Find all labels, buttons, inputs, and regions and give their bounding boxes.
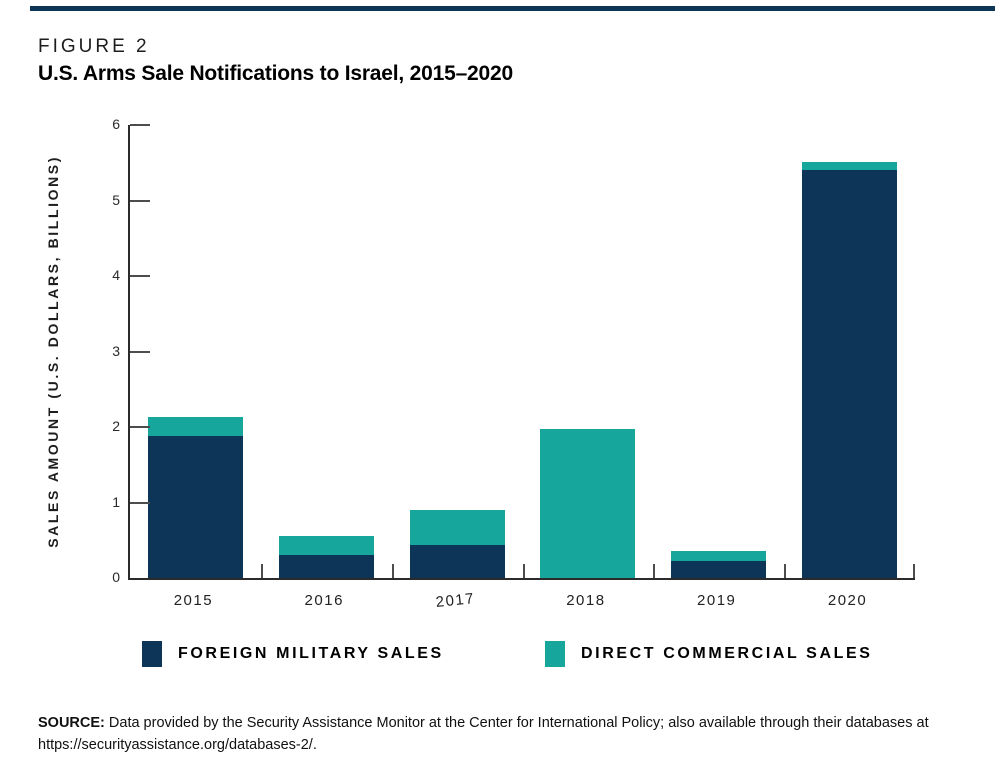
x-tick-label-2017: 2017 [434,589,476,612]
y-tick-label-0: 0 [112,569,120,585]
x-axis-tick [653,564,656,578]
legend-label: FOREIGN MILITARY SALES [178,645,444,662]
y-axis-tick [130,124,150,126]
y-tick-label-2: 2 [112,418,120,434]
legend-label: DIRECT COMMERCIAL SALES [581,645,873,662]
x-axis-tick [391,564,394,578]
legend-swatch-foreign-military-sales [142,641,162,667]
plot-area [128,124,915,580]
figure-number-label: FIGURE 2 [38,36,150,57]
y-tick-label-6: 6 [112,116,120,132]
y-tick-label-1: 1 [112,493,120,510]
bar-segment-2019-dcs [671,550,767,561]
bar-group-2018 [522,125,653,578]
figure-title: U.S. Arms Sale Notifications to Israel, … [38,62,513,85]
x-axis-tick [522,564,525,578]
bar-segment-2015-fms [147,436,243,578]
top-rule [30,6,995,11]
x-axis-tick [784,564,787,578]
y-axis-tick [130,426,150,428]
y-axis-tick [130,199,150,202]
legend-item-direct-commercial-sales: DIRECT COMMERCIAL SALES [545,641,873,667]
x-tick-label-2019: 2019 [697,592,737,609]
source-text: Data provided by the Security Assistance… [38,715,929,754]
x-tick-label-2020: 2020 [827,592,868,609]
bar-segment-2020-dcs [802,162,898,171]
bar-segment-2015-dcs [147,417,243,437]
bar-segment-2018-dcs [540,429,636,578]
source-note: SOURCE: Data provided by the Security As… [38,712,950,757]
y-tick-label-5: 5 [112,191,120,208]
bar-segment-2017-fms [409,544,505,578]
bar-segment-2016-fms [278,555,374,578]
bar-group-2019 [653,125,784,578]
y-axis-tick [130,501,150,504]
y-tick-label-4: 4 [112,267,120,283]
bar-group-2016 [261,125,392,578]
bar-segment-2020-fms [802,170,898,578]
bar-segment-2017-dcs [409,510,505,545]
bars-container [130,125,915,578]
x-axis-tick-labels: 2015 2016 2017 2018 2019 2020 [128,590,913,611]
y-axis-tick-labels: 0 1 2 3 4 5 6 [94,117,120,584]
bar-group-2015 [130,125,261,578]
y-axis-title: SALES AMOUNT (U.S. DOLLARS, BILLIONS) [45,155,61,548]
source-prefix: SOURCE: [38,715,105,731]
legend-item-foreign-military-sales: FOREIGN MILITARY SALES [142,641,444,667]
y-tick-label-3: 3 [112,342,120,359]
y-axis-tick [130,350,150,353]
bar-segment-2016-dcs [278,536,374,556]
bar-group-2017 [392,125,523,578]
y-axis-tick [130,275,150,277]
x-axis-tick [260,564,263,578]
legend-swatch-direct-commercial-sales [545,641,565,667]
x-axis-tick [913,564,915,578]
x-tick-label-2016: 2016 [304,592,344,609]
x-tick-label-2015: 2015 [173,592,214,609]
bar-group-2020 [784,125,915,578]
x-tick-label-2018: 2018 [566,592,606,609]
bar-segment-2019-fms [671,560,767,578]
